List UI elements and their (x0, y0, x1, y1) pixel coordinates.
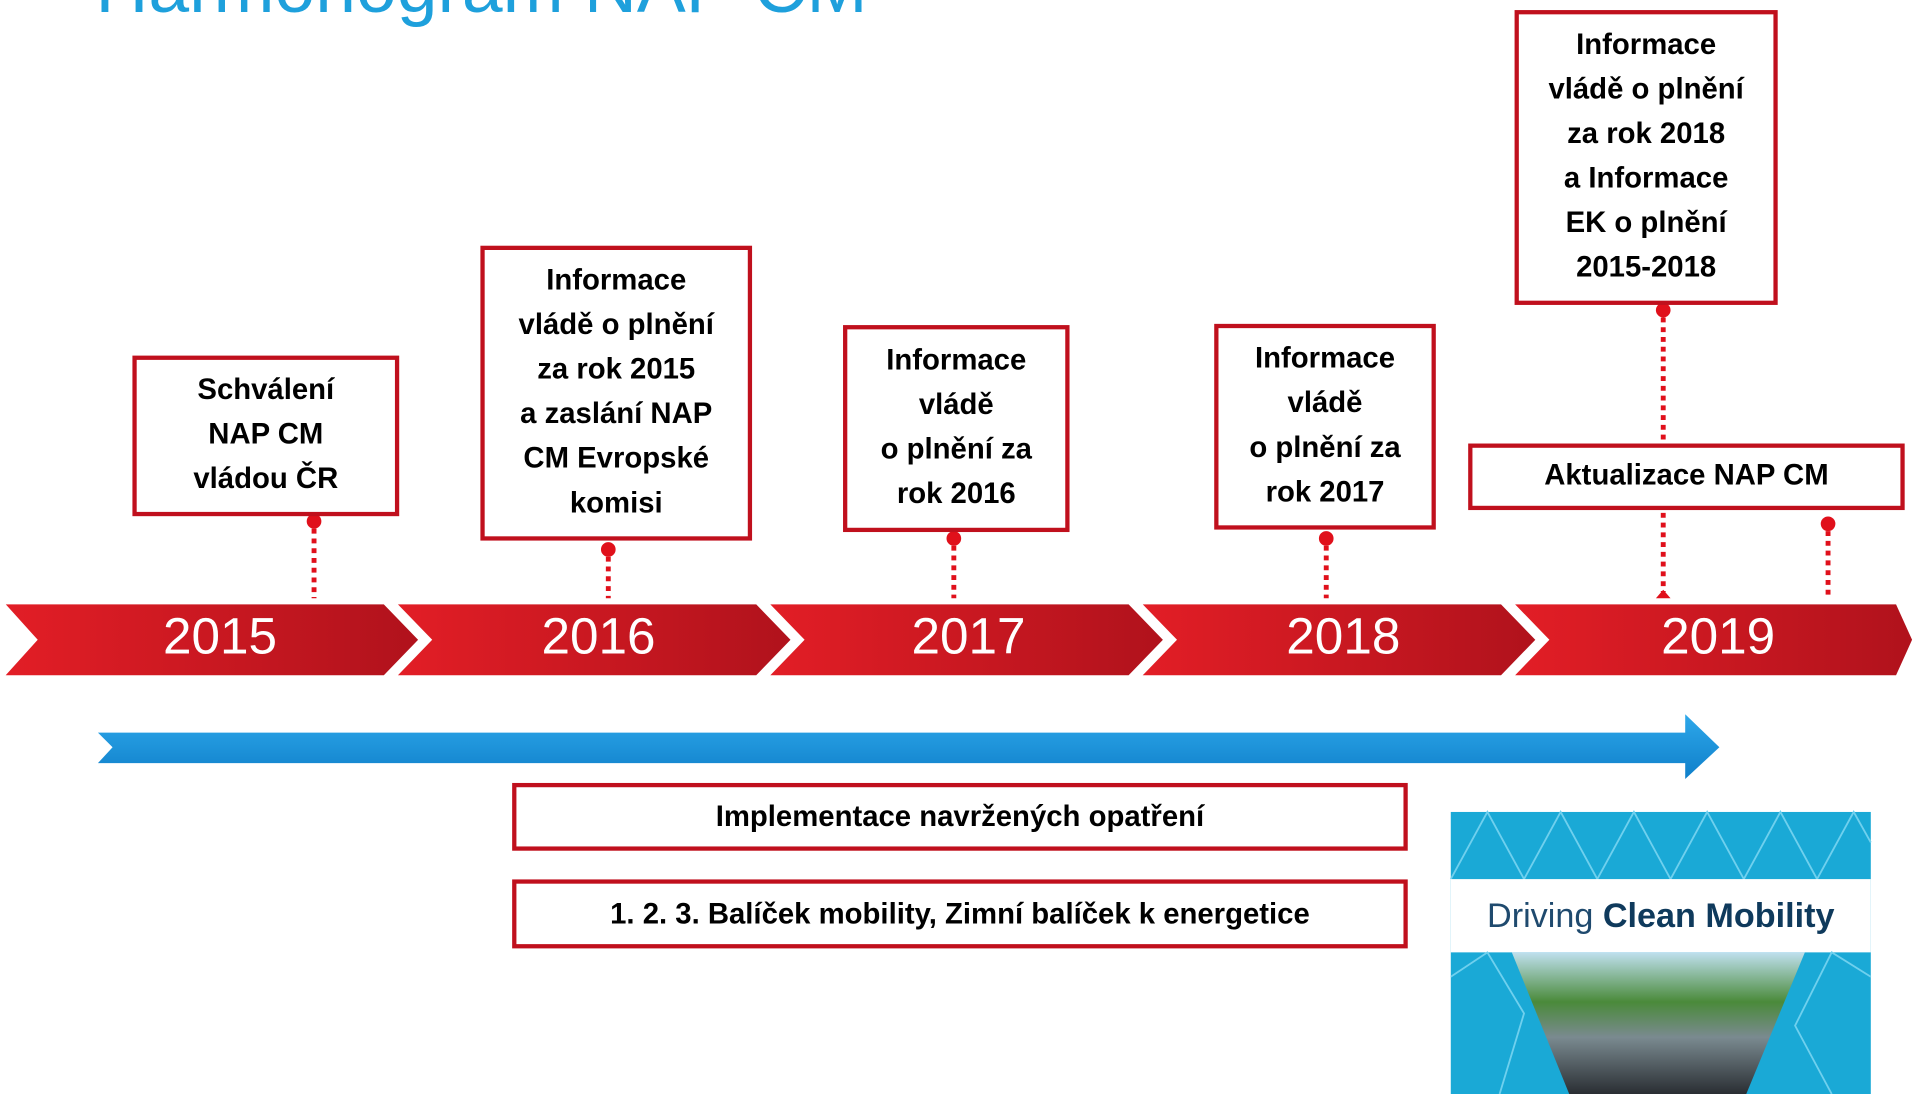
milestone-text: rok 2017 (1266, 475, 1385, 508)
milestone-text: vládě (919, 388, 994, 421)
milestone-text: Schválení (197, 373, 335, 406)
slide: Harmonogram NAP CM 20152016201720182019 … (0, 0, 1915, 1094)
milestone-text: Informace (1255, 342, 1395, 375)
implementation-text: Implementace navržených opatření (716, 800, 1205, 833)
milestone-text: Informace (546, 263, 686, 296)
timeline: 2015 2016 2017 2018 2019 (0, 602, 1915, 678)
milestone-text: komisi (570, 486, 663, 519)
milestone-text: za rok 2015 (537, 353, 695, 386)
milestone-text: a Informace (1564, 162, 1728, 195)
cover-title: Driving Clean Mobility (1487, 897, 1834, 935)
milestones: Schválení NAP CM vládou ČR Informace vládě o… (135, 12, 1903, 538)
milestone-text: vládě (1288, 386, 1363, 419)
cover-emphasis: Clean Mobility (1603, 897, 1835, 935)
milestone-text: a zaslání NAP (520, 397, 712, 430)
milestone-text: CM Evropské (523, 442, 709, 475)
milestone-text: o plnění za (1249, 431, 1401, 464)
title: Harmonogram NAP CM (95, 0, 867, 28)
implementation-text: 1. 2. 3. Balíček mobility, Zimní balíček… (610, 897, 1310, 930)
cover-image: Driving Clean Mobility (1451, 812, 1871, 1094)
year-label: 2019 (1661, 607, 1775, 664)
milestone-text: za rok 2018 (1567, 117, 1725, 150)
year-label: 2015 (163, 607, 277, 664)
milestone-text: Informace (1576, 28, 1716, 61)
year-label: 2016 (542, 607, 656, 664)
milestone-text: Informace (886, 343, 1026, 376)
page: Harmonogram NAP CM 20152016201720182019 … (0, 0, 1915, 1094)
milestone-text: rok 2016 (897, 477, 1016, 510)
milestone-text: EK o plnění (1566, 206, 1728, 239)
year-label: 2017 (911, 607, 1025, 664)
milestone-text: vládě o plnění (519, 308, 715, 341)
cover-prefix: Driving (1487, 897, 1593, 935)
milestone-text: 2015-2018 (1576, 251, 1716, 284)
year-label: 2018 (1286, 607, 1400, 664)
milestone-text: o plnění za (881, 433, 1033, 466)
milestone-text: vládou ČR (193, 461, 338, 495)
milestone-text: NAP CM (208, 418, 323, 451)
milestone-text: vládě o plnění (1548, 72, 1744, 105)
milestone-text: Aktualizace NAP CM (1544, 459, 1828, 492)
implementation-arrow (98, 714, 1719, 779)
